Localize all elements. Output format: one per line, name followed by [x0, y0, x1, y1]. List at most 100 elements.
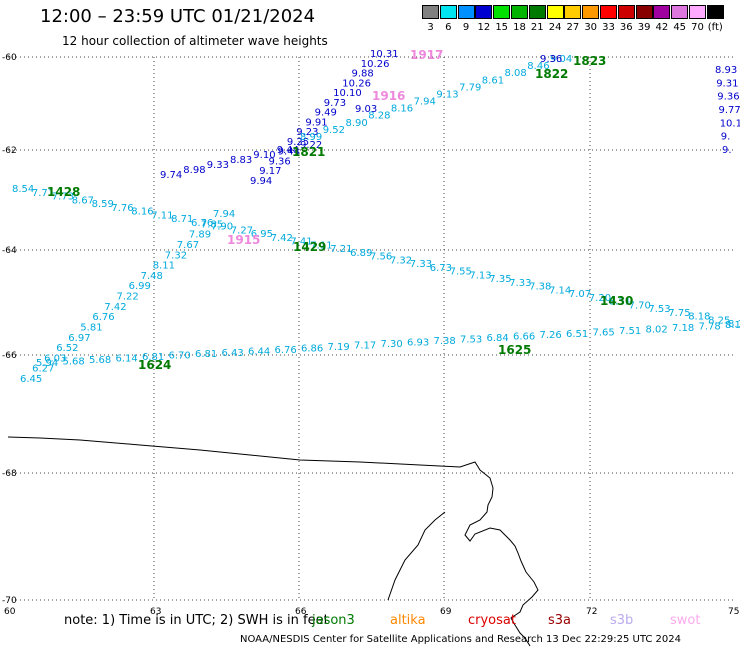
wave-height-label: 7.85	[201, 219, 223, 230]
wave-height-label: 9.17	[259, 166, 281, 177]
legend-swatch	[528, 5, 546, 19]
wave-height-label: 7.07	[569, 289, 591, 300]
pass-time-label: 1917	[410, 48, 443, 62]
wave-height-label: 8.61	[482, 75, 504, 86]
wave-height-label: 9.03	[355, 104, 377, 115]
wave-height-label: 7.42	[104, 302, 126, 313]
legend-label: 15	[495, 22, 509, 33]
wave-height-label: 9.36	[269, 157, 291, 168]
legend-swatch	[653, 5, 671, 19]
wave-height-label: 8.31	[609, 297, 631, 308]
lon-label: 60	[4, 607, 16, 617]
wave-height-label: 9.44	[277, 145, 299, 156]
legend-label: 3	[427, 22, 434, 33]
wave-height-label: 7.20	[589, 293, 611, 304]
map-title: 12:00 – 23:59 UTC 01/21/2024	[40, 6, 316, 27]
wave-height-label: 5.68	[63, 357, 85, 368]
wave-height-label: 10.31	[370, 49, 399, 60]
legend-swatch	[475, 5, 493, 19]
wave-height-label: 6.76	[275, 345, 297, 356]
legend-label: 21	[530, 22, 544, 33]
pass-time-label: 1915	[227, 233, 260, 247]
legend-swatch	[439, 5, 457, 19]
lon-label: 75	[728, 607, 739, 617]
wave-height-label: 9.	[722, 145, 732, 156]
wave-height-label: 9.33	[207, 160, 229, 171]
wave-height-label: 7.42	[271, 233, 293, 244]
wave-height-label: 7.51	[619, 326, 641, 337]
legend-swatch	[564, 5, 582, 19]
wave-height-label: 6.66	[513, 332, 535, 343]
coastline-inland	[387, 511, 446, 601]
wave-height-label: 9.22	[300, 140, 322, 151]
wave-height-label: 6.51	[566, 329, 588, 340]
lat-label: -68	[2, 469, 17, 479]
legend-swatch	[689, 5, 706, 19]
wave-height-label: 9.23	[296, 127, 318, 138]
wave-height-label: 8.15	[725, 320, 740, 331]
wave-height-label: 9.44	[278, 147, 300, 158]
wave-height-label: 5.68	[89, 355, 111, 366]
wave-height-label: 7.33	[509, 278, 531, 289]
pass-time-label: 1822	[535, 67, 568, 81]
wave-height-label: 8.93	[715, 65, 737, 76]
wave-height-label: 7.73	[52, 192, 74, 203]
wave-height-label: 7.13	[469, 270, 491, 281]
legend-label: 24	[548, 22, 562, 33]
legend-label: 18	[513, 22, 526, 33]
wave-height-label: 9.73	[324, 98, 346, 109]
wave-height-label: 7.33	[410, 259, 432, 270]
wave-height-label: 7.70	[629, 300, 651, 311]
lat-label: -66	[2, 351, 17, 361]
legend-label: 42	[655, 22, 669, 33]
legend-label: 33	[602, 22, 615, 33]
lat-label: -62	[2, 146, 17, 156]
wave-height-label: 7.22	[117, 292, 139, 303]
wave-height-label: 7.67	[177, 240, 199, 251]
wave-height-label: 6.73	[430, 263, 452, 274]
pass-time-label: 1625	[498, 343, 531, 357]
wave-height-label: 7.65	[593, 327, 615, 338]
wave-height-label: 7.41	[290, 237, 312, 248]
legend-label: 70	[691, 22, 704, 33]
wave-height-label: 9.77	[719, 105, 740, 116]
wave-height-label: 8.90	[346, 118, 368, 129]
wave-height-label: 8.08	[505, 68, 527, 79]
wave-height-label: 7.53	[460, 335, 482, 346]
wave-height-label: 8.99	[300, 132, 322, 143]
wave-height-label: 6.03	[44, 353, 66, 364]
legend-swatch	[706, 5, 724, 19]
lat-label: -64	[2, 246, 17, 256]
wave-height-label: 9.25	[287, 137, 309, 148]
wave-height-label: 8.02	[646, 324, 668, 335]
wave-height-label: 5.94	[36, 358, 58, 369]
wave-height-label: 9.31	[716, 78, 738, 89]
legend-label: 6	[445, 22, 452, 33]
wave-height-label: 8.46	[527, 61, 549, 72]
wave-height-label: 6.97	[68, 333, 90, 344]
wave-height-label: 9.52	[323, 125, 345, 136]
wave-height-label: 10.10	[333, 88, 362, 99]
legend-label: 36	[619, 22, 633, 33]
wave-height-label: 8.25	[708, 315, 730, 326]
footer-note: note: 1) Time is in UTC; 2) SWH is in fe…	[64, 613, 329, 628]
wave-height-label: 7.79	[459, 82, 481, 93]
wave-height-label: 7.89	[189, 230, 211, 241]
pass-time-labels: 1428 1429 1430 1624 1625 1821 1822 1823 1916 1917…	[47, 48, 633, 372]
wave-height-label: 6.14	[116, 354, 138, 365]
wave-height-label: 8.83	[230, 155, 252, 166]
wave-height-label: 7.32	[390, 255, 412, 266]
wave-height-label: 8.54	[12, 184, 34, 195]
pass-time-label: 1430	[600, 294, 633, 308]
wave-height-label: 6.27	[32, 364, 54, 375]
wave-height-label: 7.90	[211, 222, 233, 233]
pass-time-label: 1823	[573, 54, 606, 68]
credit-line: NOAA/NESDIS Center for Satellite Applica…	[240, 634, 682, 645]
wave-height-label: 8.67	[72, 195, 94, 206]
wave-height-label: 6.45	[20, 374, 42, 385]
satellite-s3a: s3a	[548, 613, 572, 628]
wave-height-label: 7.75	[668, 308, 690, 319]
lat-lon-grid	[8, 56, 736, 601]
wave-height-label: 7.71	[32, 188, 54, 199]
